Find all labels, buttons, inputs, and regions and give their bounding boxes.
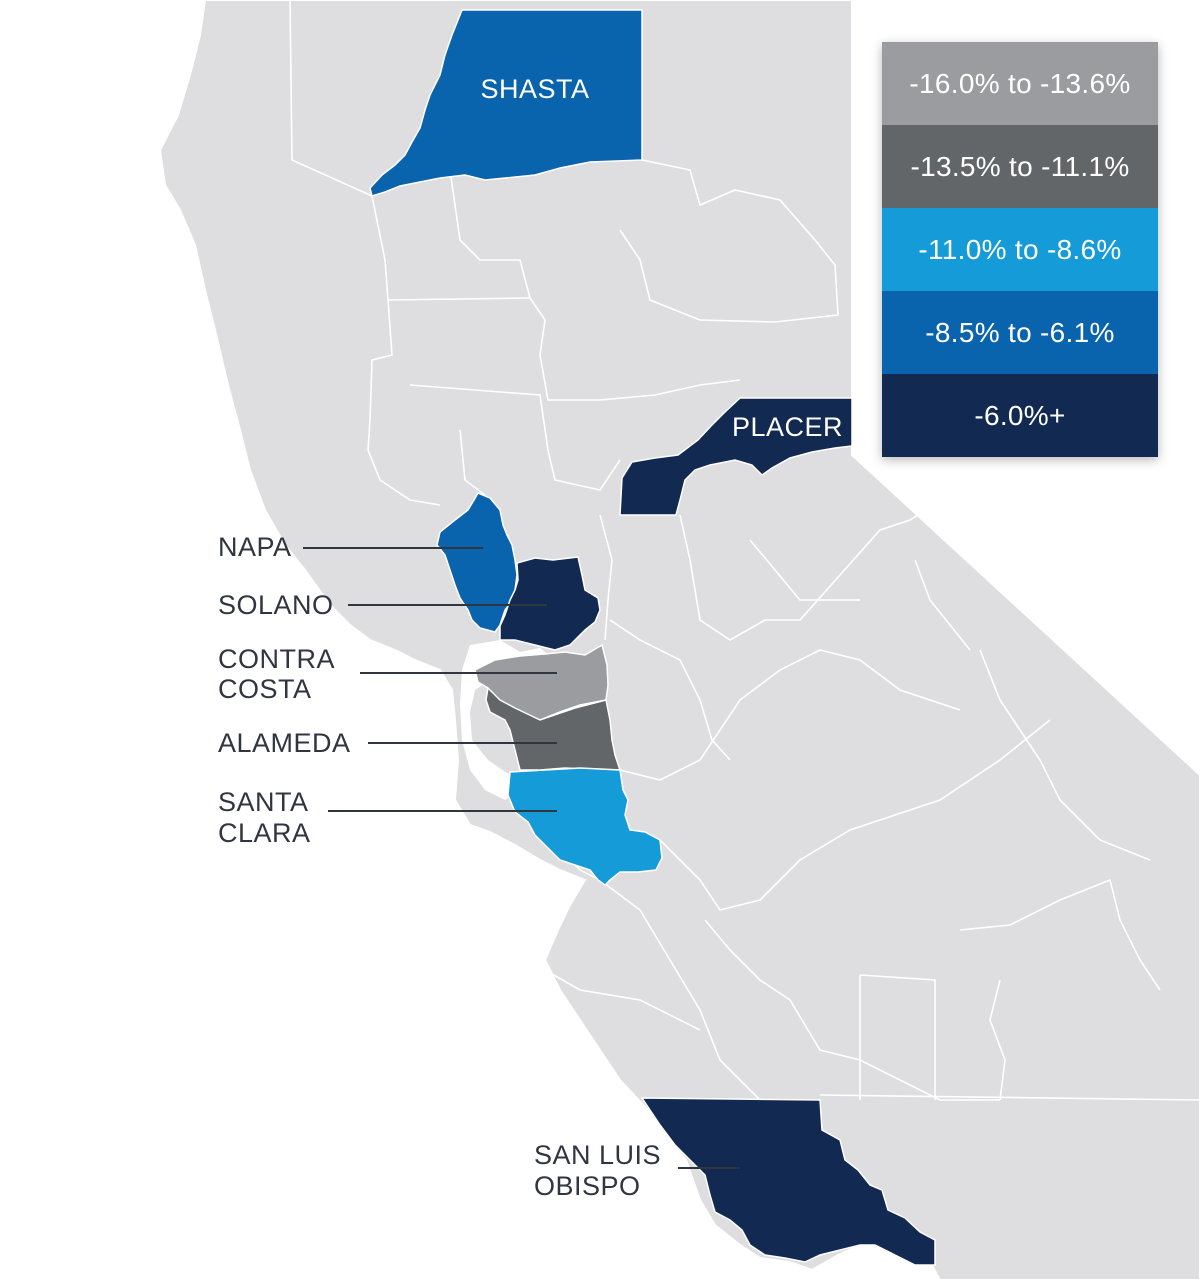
county-san-luis-obispo xyxy=(640,1097,936,1266)
legend-item-bin5: -6.0%+ xyxy=(882,374,1158,457)
label-shasta: SHASTA xyxy=(480,74,589,104)
california-landmass xyxy=(158,0,1200,1280)
county-santa-clara xyxy=(507,767,663,886)
label-solano: SOLANO xyxy=(218,590,334,620)
legend-label-bin2: -13.5% to -11.1% xyxy=(910,150,1130,182)
label-san-luis-obispo-line2: OBISPO xyxy=(534,1171,641,1201)
county-shasta xyxy=(369,9,643,197)
label-contra-costa-line2: COSTA xyxy=(218,674,312,704)
legend-item-bin3: -11.0% to -8.6% xyxy=(882,208,1158,291)
label-alameda: ALAMEDA xyxy=(218,728,351,758)
legend-label-bin4: -8.5% to -6.1% xyxy=(925,316,1115,348)
county-placer xyxy=(619,397,853,516)
county-boundaries xyxy=(289,0,1200,1101)
legend-label-bin3: -11.0% to -8.6% xyxy=(918,233,1122,265)
label-santa-clara-line2: CLARA xyxy=(218,818,311,848)
label-placer: PLACER xyxy=(732,412,843,442)
legend-item-bin1: -16.0% to -13.6% xyxy=(882,42,1158,125)
legend-item-bin4: -8.5% to -6.1% xyxy=(882,291,1158,374)
legend-label-bin5: -6.0%+ xyxy=(974,399,1066,431)
legend-label-bin1: -16.0% to -13.6% xyxy=(909,67,1131,99)
label-san-luis-obispo-line1: SAN LUIS xyxy=(534,1140,661,1170)
label-napa: NAPA xyxy=(218,532,292,562)
legend: -16.0% to -13.6% -13.5% to -11.1% -11.0%… xyxy=(882,42,1158,457)
legend-item-bin2: -13.5% to -11.1% xyxy=(882,125,1158,208)
label-contra-costa-line1: CONTRA xyxy=(218,644,335,674)
county-napa xyxy=(436,492,518,633)
label-santa-clara-line1: SANTA xyxy=(218,787,309,817)
